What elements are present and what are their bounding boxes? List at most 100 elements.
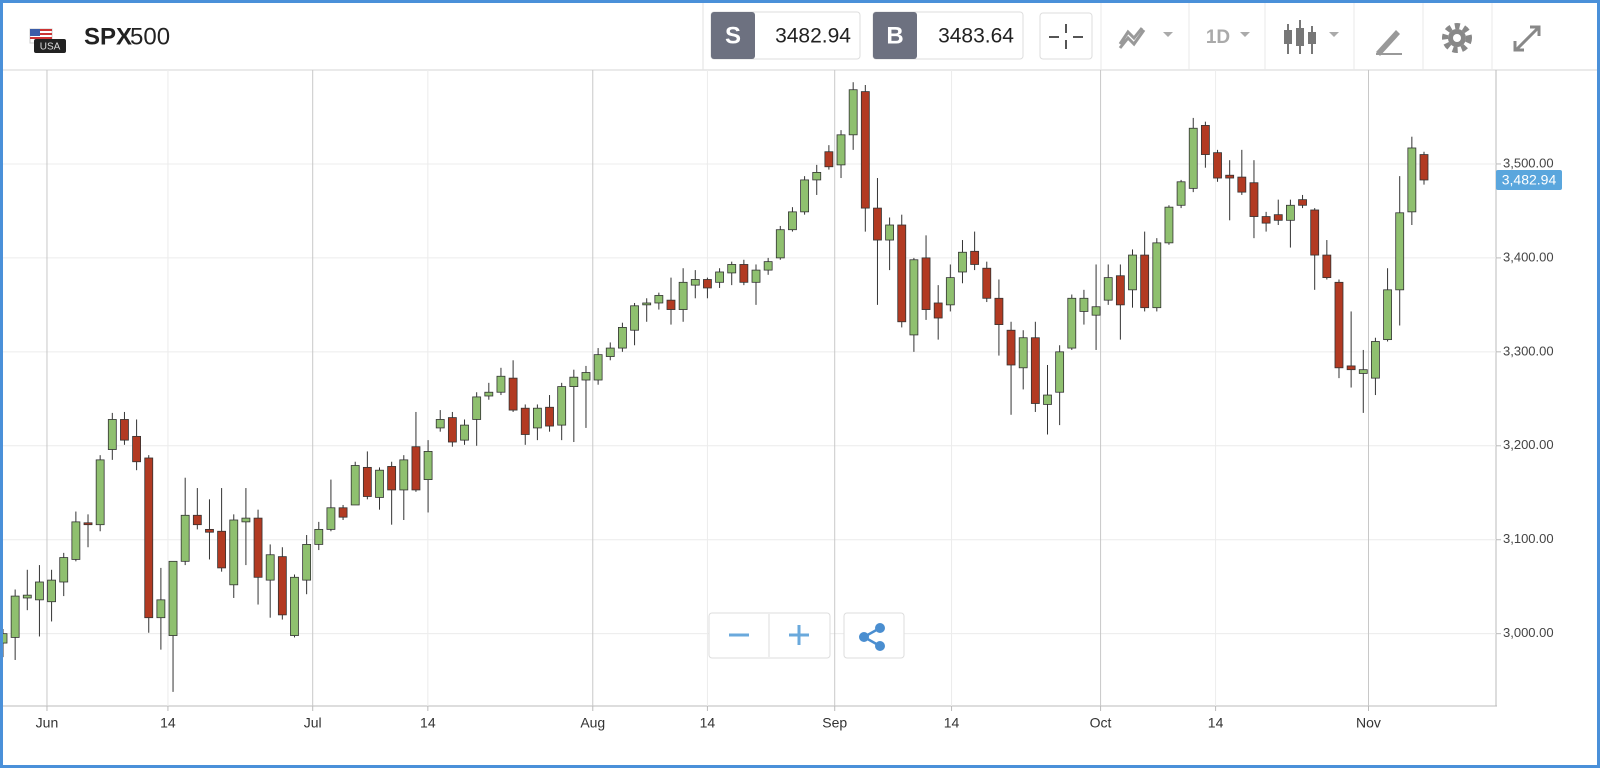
buy-button[interactable]: B 3483.64 xyxy=(872,11,1024,60)
x-tick-label: Nov xyxy=(1356,715,1381,731)
flag-icon: USA xyxy=(29,28,66,53)
x-tick-label: Jun xyxy=(36,715,59,731)
candle-body xyxy=(217,530,227,569)
y-tick-label: 3,000.00 xyxy=(1503,625,1554,640)
draw-button[interactable] xyxy=(1376,30,1402,56)
candle-body xyxy=(1055,351,1065,393)
y-tick-label: 3,100.00 xyxy=(1503,531,1554,546)
candle-body xyxy=(763,261,773,271)
candle-body xyxy=(520,407,530,435)
candle-body xyxy=(545,406,554,427)
candle-body xyxy=(557,386,567,426)
candle-body xyxy=(1383,289,1392,341)
candle-body xyxy=(120,419,129,441)
candle-body xyxy=(921,257,931,310)
x-tick-label: 14 xyxy=(420,715,436,731)
candle-body xyxy=(180,514,190,562)
candle-body xyxy=(593,354,603,381)
candle-body xyxy=(630,305,639,331)
candle-body xyxy=(958,251,967,273)
candle-body xyxy=(253,517,263,578)
candle-body xyxy=(1140,254,1150,309)
candle-body xyxy=(326,507,336,530)
candle-body xyxy=(1249,182,1259,217)
candle-body xyxy=(836,134,846,166)
candle-body xyxy=(897,224,907,323)
settings-button[interactable] xyxy=(1442,23,1472,53)
flag-label: USA xyxy=(40,42,61,53)
candle-body xyxy=(727,264,737,274)
candle-body xyxy=(387,466,397,491)
symbol-rest: 500 xyxy=(130,23,170,50)
candle-body xyxy=(1298,199,1307,206)
candle-body xyxy=(751,269,761,283)
buy-price[interactable]: 3483.64 xyxy=(938,25,1014,48)
x-tick-label: 14 xyxy=(700,715,716,731)
fullscreen-button[interactable] xyxy=(1513,25,1541,52)
candle-body xyxy=(824,151,834,168)
candle-body xyxy=(290,576,299,636)
grid xyxy=(3,70,1496,706)
timeframe-button[interactable]: 1D xyxy=(1206,27,1250,48)
candle-body xyxy=(605,347,615,357)
candle-body xyxy=(447,417,457,443)
candle-body xyxy=(970,250,980,265)
buy-label[interactable]: B xyxy=(886,22,903,49)
candle-body xyxy=(1188,127,1198,189)
last-price-label: 3,482.94 xyxy=(1502,172,1557,188)
toolbar: USA SPX 500 S 3482.94 B 3483.64 1D xyxy=(3,3,1597,71)
candle-body xyxy=(909,259,919,336)
indicator-button[interactable] xyxy=(1118,27,1173,49)
candle-body xyxy=(59,557,69,583)
x-tick-label: 14 xyxy=(944,715,960,731)
candle-body xyxy=(229,519,239,586)
candle-body xyxy=(484,391,494,397)
candle-body xyxy=(618,327,627,349)
timeframe-label[interactable]: 1D xyxy=(1206,27,1230,48)
candle-body xyxy=(569,376,579,387)
candle-body xyxy=(10,595,20,638)
candle-body xyxy=(1091,306,1101,316)
sell-button[interactable]: S 3482.94 xyxy=(710,11,861,60)
sell-price[interactable]: 3482.94 xyxy=(775,25,851,48)
candle-body xyxy=(35,581,44,601)
candle-body xyxy=(933,302,943,319)
candle-body xyxy=(423,451,433,480)
y-tick-label: 3,400.00 xyxy=(1503,249,1554,264)
x-tick-label: Sep xyxy=(822,715,847,731)
share-button[interactable] xyxy=(843,612,905,659)
candle-body xyxy=(1018,337,1028,369)
zoom-in-button[interactable] xyxy=(789,625,809,645)
candle-body xyxy=(71,521,81,560)
candle-body xyxy=(788,211,797,231)
candle-body xyxy=(690,279,700,286)
chart-type-button[interactable] xyxy=(1284,20,1339,54)
candle-body xyxy=(1043,394,1052,405)
candle-body xyxy=(3,633,8,644)
candle-body xyxy=(860,91,870,209)
sell-label[interactable]: S xyxy=(725,22,741,49)
candle-body xyxy=(775,229,785,259)
candle-body xyxy=(848,89,858,136)
candle-body xyxy=(654,295,664,304)
candle-body xyxy=(1200,125,1210,155)
candle-body xyxy=(1358,369,1368,374)
candle-body xyxy=(945,277,955,306)
candle-body xyxy=(22,594,32,599)
candle-body xyxy=(1152,242,1162,309)
candle-body xyxy=(132,435,141,463)
candle-body xyxy=(362,466,372,497)
x-tick-label: Aug xyxy=(580,715,605,731)
candle-body xyxy=(399,459,409,491)
candle-body xyxy=(411,446,421,491)
y-tick-label: 3,300.00 xyxy=(1503,343,1554,358)
candle-body xyxy=(350,465,360,506)
symbol-bold: SPX xyxy=(84,23,132,50)
candle-body xyxy=(375,469,384,498)
zoom-controls xyxy=(708,612,905,659)
x-tick-label: 14 xyxy=(1208,715,1224,731)
candle-body xyxy=(314,528,324,545)
candle-body xyxy=(338,507,348,518)
crosshair-button[interactable] xyxy=(1039,12,1093,60)
